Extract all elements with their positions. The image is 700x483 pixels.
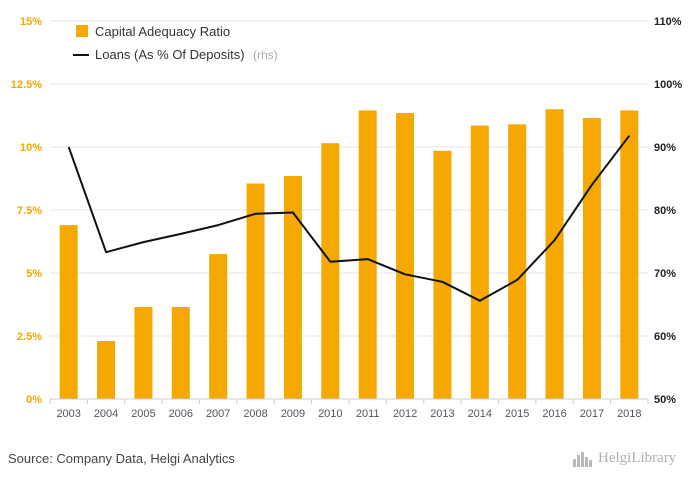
x-tick-label: 2010 bbox=[318, 408, 342, 420]
bar-2017 bbox=[582, 118, 601, 400]
x-tick-label: 2005 bbox=[131, 408, 155, 420]
bar-2018 bbox=[620, 110, 639, 400]
bar-2014 bbox=[470, 125, 489, 399]
bar-2011 bbox=[358, 110, 377, 400]
x-tick-label: 2008 bbox=[243, 408, 267, 420]
brand-logo: HelgiLibrary bbox=[572, 450, 676, 467]
left-tick-label: 15% bbox=[20, 16, 42, 28]
x-tick-label: 2014 bbox=[468, 408, 492, 420]
right-tick-label: 70% bbox=[654, 268, 676, 280]
right-axis-ticks: 50% 60% 70% 80% 90% 100% 110% bbox=[654, 16, 682, 406]
brand-name: HelgiLibrary bbox=[598, 450, 677, 466]
x-tick-label: 2011 bbox=[356, 408, 380, 420]
bar-2003 bbox=[59, 225, 78, 399]
right-tick-label: 60% bbox=[654, 331, 676, 343]
left-axis-ticks: 0% 2.5% 5% 7.5% 10% 12.5% 15% bbox=[11, 16, 42, 406]
x-tick-label: 2006 bbox=[169, 408, 193, 420]
bar-2005 bbox=[134, 307, 153, 399]
x-tick-label: 2003 bbox=[56, 408, 80, 420]
x-tick-label: 2004 bbox=[94, 408, 118, 420]
left-tick-label: 12.5% bbox=[11, 79, 42, 91]
source-note: Source: Company Data, Helgi Analytics bbox=[8, 451, 235, 466]
x-tick-label: 2018 bbox=[617, 408, 641, 420]
x-tick-label: 2015 bbox=[505, 408, 529, 420]
x-tick-label: 2013 bbox=[430, 408, 454, 420]
bar-2006 bbox=[171, 307, 190, 399]
left-tick-label: 2.5% bbox=[17, 331, 42, 343]
left-tick-label: 10% bbox=[20, 142, 42, 154]
bar-2009 bbox=[283, 175, 302, 399]
x-tick-label: 2009 bbox=[281, 408, 305, 420]
legend: Capital Adequacy Ratio Loans (As % Of De… bbox=[73, 24, 278, 63]
legend-label-line: Loans (As % Of Deposits) (rhs) bbox=[95, 46, 278, 63]
right-tick-label: 50% bbox=[654, 394, 676, 406]
right-tick-label: 90% bbox=[654, 142, 676, 154]
right-tick-label: 100% bbox=[654, 79, 682, 91]
x-tick-label: 2012 bbox=[393, 408, 417, 420]
bar-2016 bbox=[545, 109, 564, 399]
left-tick-label: 0% bbox=[26, 394, 42, 406]
bar-2015 bbox=[508, 124, 527, 399]
line-series bbox=[67, 135, 631, 302]
left-tick-label: 5% bbox=[26, 268, 42, 280]
right-tick-label: 110% bbox=[654, 16, 682, 28]
bar-2008 bbox=[246, 183, 265, 399]
right-tick-label: 80% bbox=[654, 205, 676, 217]
legend-label-bar: Capital Adequacy Ratio bbox=[95, 24, 230, 39]
x-axis-ticks: 2003 2004 2005 2006 2007 2008 2009 2010 2011 2012… bbox=[49, 399, 649, 420]
bar-2012 bbox=[396, 112, 415, 399]
bar-2007 bbox=[209, 254, 228, 399]
loans-line bbox=[67, 135, 631, 302]
x-tick-label: 2007 bbox=[206, 408, 230, 420]
x-tick-label: 2017 bbox=[580, 408, 604, 420]
legend-swatch-bar bbox=[76, 25, 88, 37]
left-tick-label: 7.5% bbox=[17, 205, 42, 217]
x-tick-label: 2016 bbox=[542, 408, 566, 420]
helgi-skyline-icon bbox=[573, 451, 592, 467]
bar-series bbox=[59, 109, 639, 400]
bar-2004 bbox=[97, 341, 116, 399]
bar-2010 bbox=[321, 143, 340, 399]
bar-2013 bbox=[433, 150, 452, 399]
